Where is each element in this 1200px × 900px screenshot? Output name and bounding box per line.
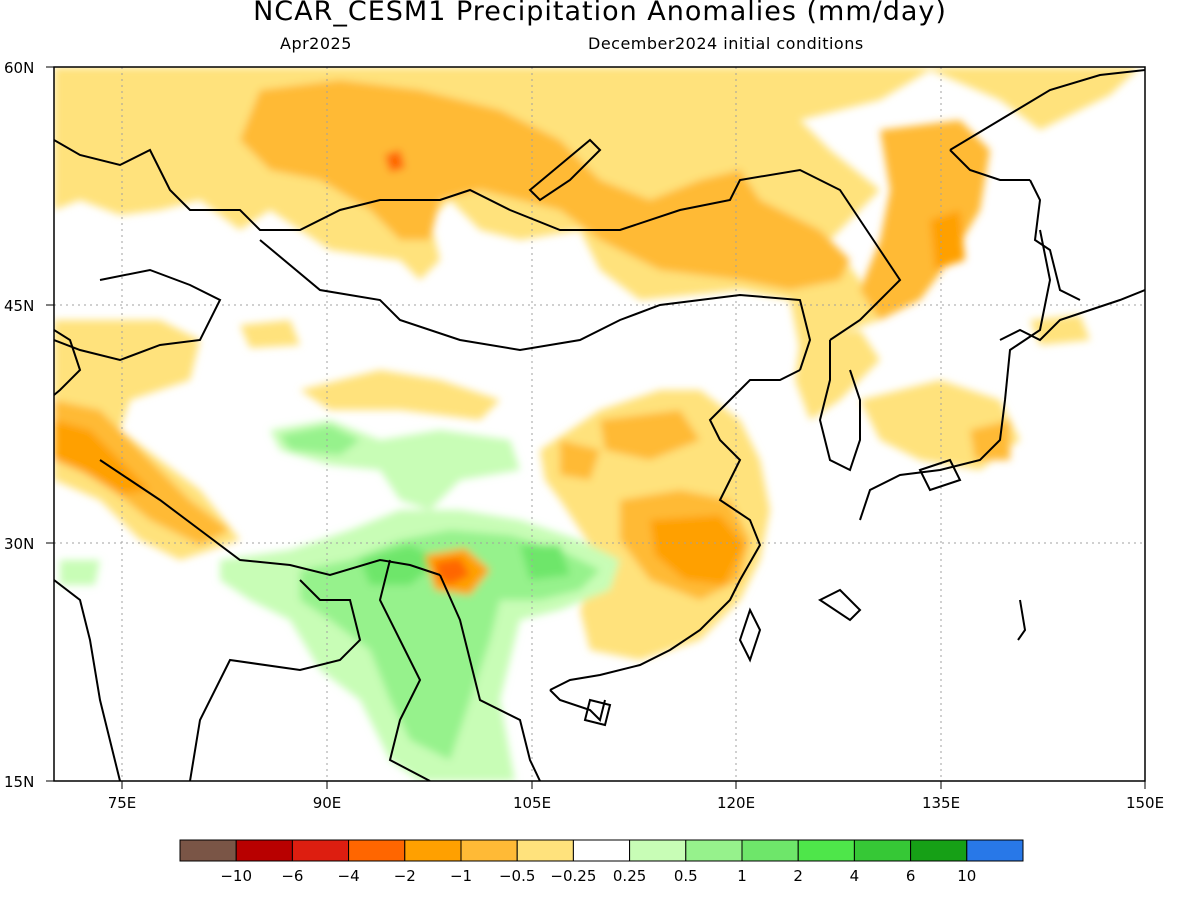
lon-tick-label: 75E bbox=[108, 794, 137, 812]
colorbar-swatch bbox=[629, 839, 687, 862]
map-title: NCAR_CESM1 Precipitation Anomalies (mm/d… bbox=[253, 0, 947, 27]
colorbar-swatch bbox=[235, 839, 293, 862]
lon-tick-label: 105E bbox=[513, 794, 551, 812]
coastlines bbox=[54, 69, 1145, 781]
colorbar-swatch bbox=[460, 839, 518, 862]
lat-tick-label: 60N bbox=[4, 59, 34, 77]
colorbar-swatch bbox=[179, 839, 237, 862]
colorbar-swatch bbox=[966, 839, 1024, 862]
colorbar-label: −2 bbox=[394, 867, 416, 885]
colorbar-swatch bbox=[685, 839, 743, 862]
colorbar: −10 −6 −4 −2 −1 −0.5 −0.25 0.25 0.5 1 2 4 6 10 bbox=[179, 839, 1024, 885]
colorbar-label: 4 bbox=[850, 867, 860, 885]
longitude-axis: 75E 90E 105E 120E 135E 150E bbox=[108, 781, 1164, 812]
colorbar-swatch bbox=[741, 839, 799, 862]
colorbar-swatch bbox=[516, 839, 574, 862]
colorbar-label: −0.25 bbox=[550, 867, 596, 885]
colorbar-label: 0.25 bbox=[613, 867, 646, 885]
colorbar-swatch bbox=[404, 839, 462, 862]
colorbar-label: −4 bbox=[338, 867, 360, 885]
map-frame bbox=[53, 66, 1146, 782]
colorbar-swatch bbox=[797, 839, 855, 862]
colorbar-label: 10 bbox=[957, 867, 976, 885]
lon-tick-label: 150E bbox=[1126, 794, 1164, 812]
lon-tick-label: 90E bbox=[313, 794, 342, 812]
lon-tick-label: 120E bbox=[717, 794, 755, 812]
lat-tick-label: 45N bbox=[4, 297, 34, 315]
initial-conditions-label: December2024 initial conditions bbox=[588, 34, 864, 53]
colorbar-label: −0.5 bbox=[499, 867, 535, 885]
graticule bbox=[54, 67, 1145, 781]
lon-tick-label: 135E bbox=[922, 794, 960, 812]
colorbar-label: −6 bbox=[281, 867, 303, 885]
forecast-month: Apr2025 bbox=[280, 34, 352, 53]
colorbar-swatch bbox=[572, 839, 631, 862]
lat-tick-label: 15N bbox=[4, 773, 34, 791]
latitude-axis: 60N 45N 30N 15N bbox=[4, 59, 54, 791]
colorbar-label: 1 bbox=[737, 867, 747, 885]
colorbar-label: −10 bbox=[220, 867, 252, 885]
lat-tick-label: 30N bbox=[4, 535, 34, 553]
anomaly-field bbox=[54, 67, 1145, 781]
colorbar-swatch bbox=[291, 839, 350, 862]
colorbar-label: 0.5 bbox=[674, 867, 698, 885]
colorbar-swatch bbox=[348, 839, 406, 862]
colorbar-label: 2 bbox=[793, 867, 803, 885]
colorbar-swatch bbox=[910, 839, 968, 862]
colorbar-label: 6 bbox=[906, 867, 916, 885]
colorbar-swatch bbox=[853, 839, 912, 862]
colorbar-label: −1 bbox=[450, 867, 472, 885]
